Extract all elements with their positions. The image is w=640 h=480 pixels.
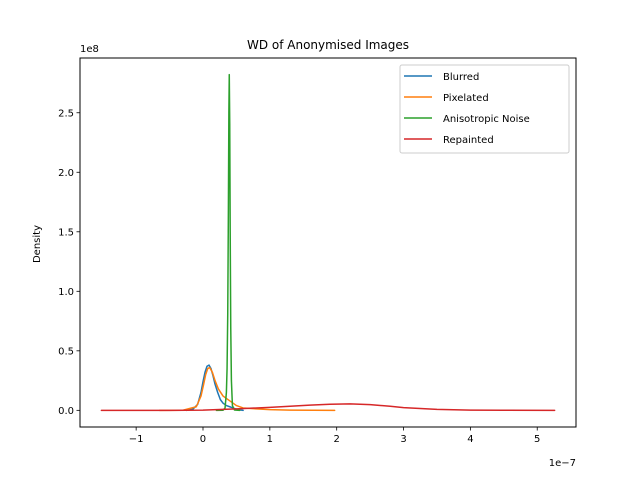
x-tick-label: 1 — [267, 434, 273, 445]
legend: Blurred Pixelated Anisotropic Noise Repaint… — [399, 64, 570, 154]
legend-label: Repainted — [443, 135, 494, 146]
y-tick-label: 2.0 — [58, 168, 74, 179]
series-line-repainted — [100, 403, 556, 412]
x-tick-label: 3 — [400, 434, 406, 445]
axes-frame — [79, 57, 577, 428]
series-line-blurred — [185, 364, 244, 412]
x-tick-label: 0 — [200, 434, 206, 445]
x-tick-label: 2 — [334, 434, 340, 445]
y-tick-label: 2.5 — [58, 108, 74, 119]
x-tick-label: 5 — [534, 434, 540, 445]
axis-ticks: −1 0 1 2 3 4 5 0.0 0.5 1.0 1.5 2.0 2.5 — [58, 108, 540, 445]
x-tick-label: 4 — [467, 434, 473, 445]
y-tick-label: 0.5 — [58, 346, 74, 357]
chart-title: WD of Anonymised Images — [247, 38, 409, 52]
legend-label: Blurred — [443, 72, 479, 83]
series-lines — [100, 73, 556, 412]
legend-box — [399, 64, 570, 154]
x-tick-label: −1 — [129, 434, 144, 445]
y-axis-offset-label: 1e8 — [80, 44, 99, 55]
y-tick-label: 0.0 — [58, 406, 74, 417]
y-axis-label: Density — [32, 225, 43, 263]
series-line-pixelated — [158, 366, 336, 412]
y-tick-label: 1.5 — [58, 227, 74, 238]
series-line-anisotropic-noise — [215, 73, 241, 412]
legend-label: Anisotropic Noise — [443, 114, 530, 125]
y-tick-label: 1.0 — [58, 287, 74, 298]
legend-label: Pixelated — [443, 93, 489, 104]
x-axis-offset-label: 1e−7 — [549, 458, 576, 469]
